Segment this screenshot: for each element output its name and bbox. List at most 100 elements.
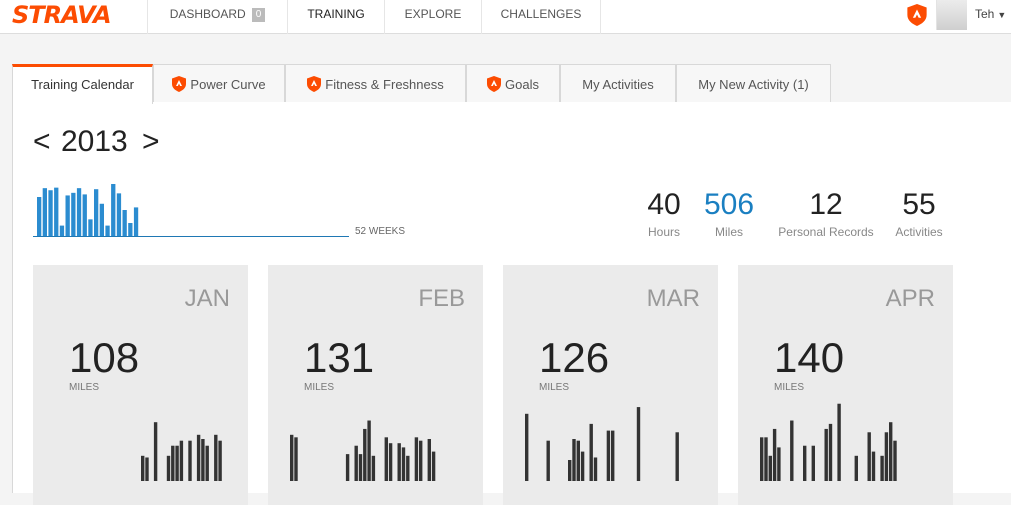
day-bar [889, 422, 893, 481]
week-bar [88, 219, 93, 236]
stat-value: 40 [647, 188, 681, 221]
day-bar [175, 445, 179, 481]
stat-value: 506 [703, 188, 755, 221]
month-name: JAN [184, 285, 230, 312]
month-miles: 131 [304, 334, 375, 381]
day-bar [205, 445, 209, 481]
month-name: MAR [646, 285, 700, 312]
daily-mileage-chart [290, 420, 436, 481]
month-card-feb[interactable]: FEB 131 MILES [268, 265, 483, 505]
month-card-jan[interactable]: JAN 108 MILES [33, 265, 248, 505]
month-card-mar[interactable]: MAR 126 MILES [503, 265, 718, 505]
day-bar [419, 440, 423, 481]
week-bar [65, 195, 70, 236]
day-bar [546, 440, 550, 481]
nav-training-label: TRAINING [307, 7, 365, 21]
day-bar [580, 451, 585, 481]
tab-bar: Training Calendar Power Curve Fitness & … [12, 64, 1011, 104]
day-bar [803, 445, 807, 481]
month-miles: 108 [69, 334, 140, 381]
month-unit: MILES [69, 382, 100, 393]
day-bar [880, 455, 884, 481]
week-bar [122, 210, 127, 236]
day-bar [145, 457, 149, 481]
day-bar [431, 451, 436, 481]
previous-year-button[interactable]: < [33, 125, 51, 158]
day-bar [179, 440, 184, 481]
day-bar [166, 455, 171, 481]
next-year-button[interactable]: > [142, 125, 160, 158]
tab-my-new-activity[interactable]: My New Activity (1) [676, 64, 831, 103]
day-bar [675, 432, 679, 481]
day-bar [414, 437, 419, 481]
day-bar [768, 455, 772, 481]
week-bar [54, 187, 59, 236]
daily-mileage-chart [525, 407, 679, 481]
premium-shield-icon [487, 76, 502, 92]
notification-badge: 0 [251, 8, 266, 22]
strava-logo[interactable]: STRAVA [12, 1, 112, 29]
user-name: Teh [975, 7, 995, 21]
day-bar [141, 455, 145, 481]
day-bar [294, 437, 298, 481]
premium-shield-icon[interactable] [907, 4, 927, 26]
nav-training[interactable]: TRAINING [287, 0, 384, 34]
weekly-mileage-chart[interactable] [33, 180, 353, 238]
nav-dashboard-label: DASHBOARD [169, 7, 246, 21]
month-unit: MILES [304, 382, 335, 393]
month-unit: MILES [539, 382, 570, 393]
tab-label: Training Calendar [31, 77, 134, 92]
premium-shield-icon [307, 76, 322, 92]
daily-mileage-chart [760, 403, 897, 481]
day-bar [790, 420, 794, 481]
day-bar [354, 445, 358, 481]
nav-challenges[interactable]: CHALLENGES [481, 0, 601, 34]
tab-fitness-freshness[interactable]: Fitness & Freshness [285, 64, 466, 103]
tab-my-activities[interactable]: My Activities [560, 64, 676, 103]
day-bar [153, 422, 158, 481]
month-name: FEB [418, 285, 465, 312]
day-bar [871, 451, 876, 481]
user-menu[interactable]: Teh ▼ [975, 7, 1006, 21]
day-bar [388, 443, 393, 481]
year-label: 2013 [61, 125, 128, 158]
day-bar [371, 455, 376, 481]
weekly-chart-baseline [33, 236, 349, 237]
stat-miles: 506 Miles [699, 188, 759, 239]
day-bar [171, 445, 175, 481]
tab-training-calendar[interactable]: Training Calendar [12, 64, 153, 104]
stat-label: Hours [647, 225, 680, 239]
avatar[interactable] [936, 0, 967, 30]
day-bar [777, 447, 781, 481]
tab-label: My Activities [582, 77, 654, 92]
stat-label: Miles [714, 225, 743, 239]
week-bar [37, 197, 42, 236]
stat-label: Activities [895, 225, 943, 239]
training-calendar-panel: < 2013 > 52 WEEKS 40 Hours 506 Miles 12 … [12, 102, 1011, 505]
week-bar [59, 225, 65, 236]
nav-challenges-label: CHALLENGES [500, 7, 582, 21]
nav-explore-label: EXPLORE [404, 7, 462, 21]
week-bar [76, 188, 82, 236]
week-bar [116, 193, 122, 236]
day-bar [867, 432, 871, 481]
stat-personal-records: 12 Personal Records [773, 188, 879, 239]
nav-dashboard[interactable]: DASHBOARD 0 [147, 0, 287, 34]
month-miles: 126 [539, 334, 610, 381]
tab-label: Fitness & Freshness [325, 77, 444, 92]
day-bar [636, 407, 641, 481]
week-bar [42, 188, 47, 236]
day-bar [772, 428, 777, 481]
month-card-apr[interactable]: APR 140 MILES [738, 265, 953, 505]
weeks-caption: 52 WEEKS [355, 226, 406, 237]
tab-goals[interactable]: Goals [466, 64, 560, 103]
tab-power-curve[interactable]: Power Curve [153, 64, 285, 103]
day-bar [201, 439, 205, 481]
day-bar [593, 457, 598, 481]
daily-mileage-chart [141, 422, 222, 481]
week-bar [48, 190, 53, 236]
day-bar [358, 454, 363, 481]
nav-explore[interactable]: EXPLORE [384, 0, 481, 34]
day-bar [824, 428, 828, 481]
day-bar [576, 440, 580, 481]
